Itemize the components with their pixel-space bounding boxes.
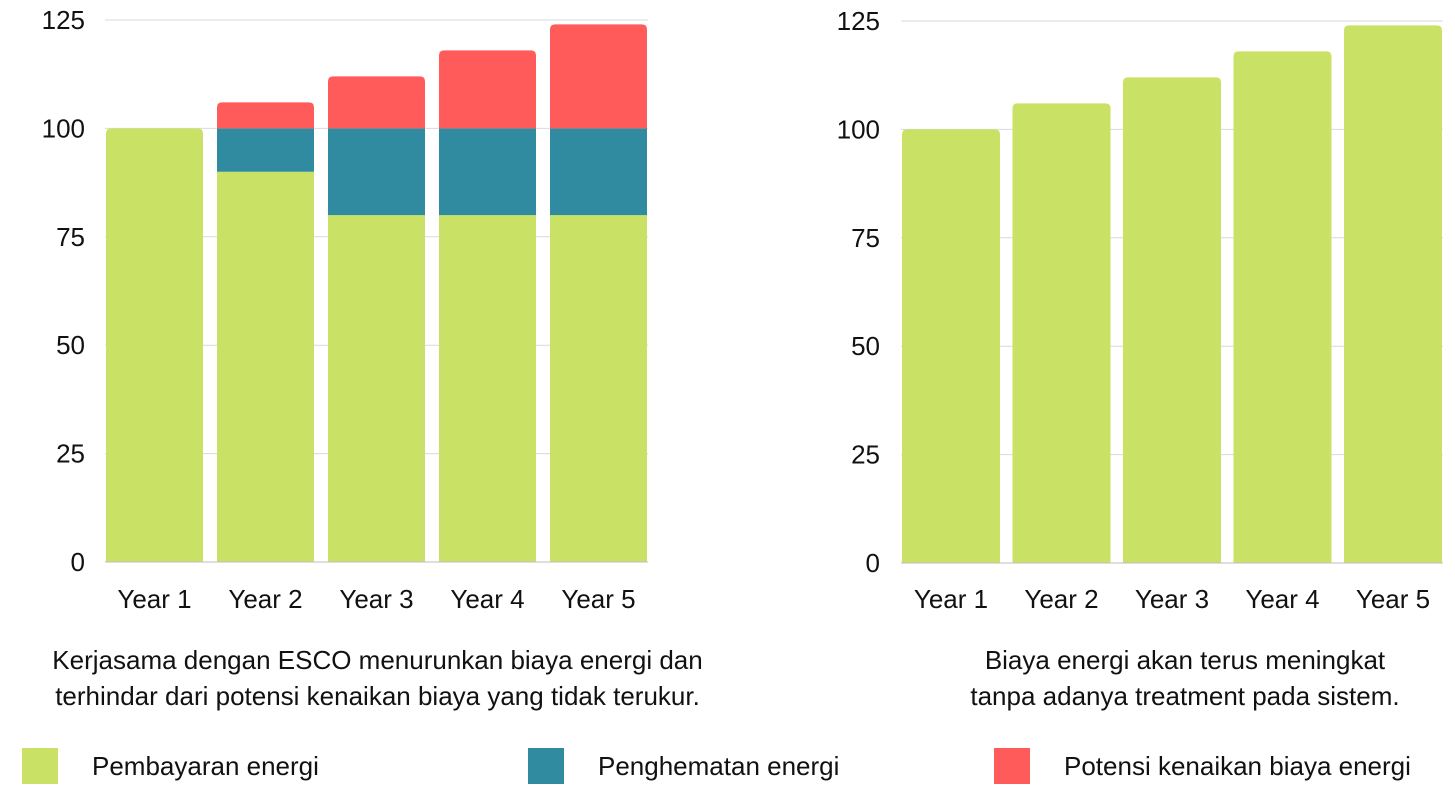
y-tick-label: 100: [837, 114, 880, 144]
y-tick-label: 75: [56, 222, 85, 252]
legend-swatch-potensi: [994, 748, 1030, 784]
bar-pembayaran-year-3: [328, 215, 425, 562]
caption-right-line-2: tanpa adanya treatment pada sistem.: [970, 681, 1400, 711]
x-tick-label: Year 4: [1245, 584, 1319, 614]
charts-svg: 0 25 50 75 100 125 Year 1 Year 2 Year 3 Year 4 Yea…: [42, 5, 1443, 614]
bar-penghematan-year-3: [328, 128, 425, 216]
bar-pembayaran-year-3: [1123, 77, 1221, 564]
y-tick-label: 25: [56, 439, 85, 469]
bar-potensi-year-5: [550, 24, 647, 129]
chart-right: 0 25 50 75 100 125 Year 1 Year 2 Year 3 Year 4 Yea…: [837, 6, 1443, 614]
caption-right-line-1: Biaya energi akan terus meningkat: [984, 645, 1386, 675]
bar-pembayaran-year-2: [217, 171, 314, 562]
bar-pembayaran-year-5: [1344, 25, 1442, 564]
x-tick-label: Year 5: [561, 584, 635, 614]
x-tick-label: Year 5: [1356, 584, 1430, 614]
y-tick-label: 50: [851, 331, 880, 361]
y-tick-label: 125: [42, 5, 85, 35]
legend-swatch-penghematan: [528, 748, 564, 784]
legend-label-potensi: Potensi kenaikan biaya energi: [1064, 750, 1411, 781]
y-tick-label: 0: [866, 548, 880, 578]
legend-item-pembayaran: Pembayaran energi: [22, 746, 319, 786]
bar-potensi-year-3: [328, 76, 425, 129]
y-tick-label: 100: [42, 113, 85, 143]
caption-right: Biaya energi akan terus meningkat tanpa …: [880, 642, 1455, 714]
bar-pembayaran-year-5: [550, 215, 647, 562]
legend-item-potensi: Potensi kenaikan biaya energi: [994, 746, 1411, 786]
bar-potensi-year-2: [217, 102, 314, 129]
y-tick-label: 75: [851, 223, 880, 253]
legend-item-penghematan: Penghematan energi: [528, 746, 839, 786]
legend-label-pembayaran: Pembayaran energi: [92, 750, 319, 781]
bar-pembayaran-year-4: [1233, 51, 1332, 564]
bar-penghematan-year-5: [550, 128, 647, 216]
bar-pembayaran-year-4: [439, 215, 536, 562]
x-tick-label: Year 2: [1024, 584, 1098, 614]
caption-left-line-2: terhindar dari potensi kenaikan biaya ya…: [55, 681, 700, 711]
bar-penghematan-year-2: [217, 128, 314, 172]
bar-potensi-year-4: [439, 50, 536, 129]
bar-pembayaran-year-1: [902, 129, 1000, 563]
legend-swatch-pembayaran: [22, 748, 58, 784]
caption-left-line-1: Kerjasama dengan ESCO menurunkan biaya e…: [52, 645, 703, 675]
y-tick-label: 0: [71, 547, 85, 577]
bar-pembayaran-year-1: [106, 128, 203, 562]
caption-left: Kerjasama dengan ESCO menurunkan biaya e…: [0, 642, 755, 714]
legend-label-penghematan: Penghematan energi: [598, 750, 840, 781]
x-tick-label: Year 3: [339, 584, 413, 614]
y-tick-label: 50: [56, 330, 85, 360]
chart-left: 0 25 50 75 100 125 Year 1 Year 2 Year 3 Year 4 Yea…: [42, 5, 648, 614]
x-tick-label: Year 4: [450, 584, 524, 614]
x-tick-label: Year 2: [228, 584, 302, 614]
x-tick-label: Year 1: [914, 584, 988, 614]
y-tick-label: 125: [837, 6, 880, 36]
x-tick-label: Year 3: [1135, 584, 1209, 614]
bar-pembayaran-year-2: [1012, 103, 1111, 563]
bar-penghematan-year-4: [439, 128, 536, 216]
x-tick-label: Year 1: [117, 584, 191, 614]
y-tick-label: 25: [851, 440, 880, 470]
